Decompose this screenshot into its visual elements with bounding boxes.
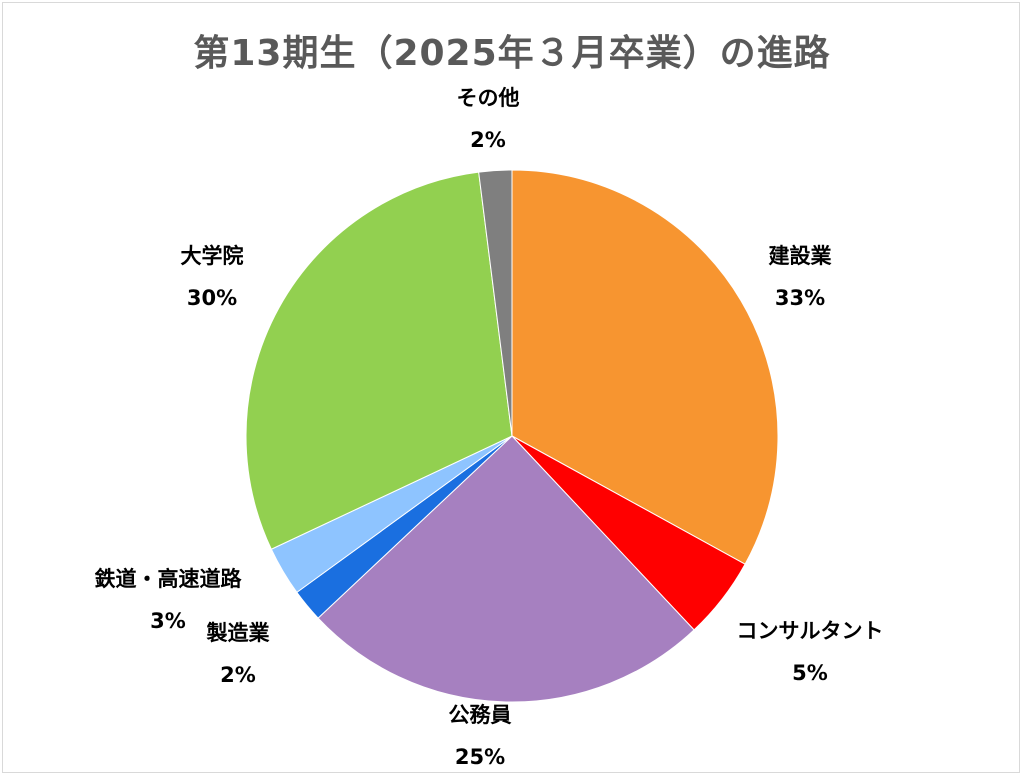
slice-percent-label: 30% [187, 286, 237, 310]
slice-percent-label: 2% [470, 128, 506, 152]
slice-percent-label: 33% [775, 286, 825, 310]
slice-percent-label: 3% [150, 609, 186, 633]
pie-slice [511, 169, 779, 565]
slice-name-label: 製造業 [206, 621, 271, 645]
slice-percent-label: 5% [792, 661, 828, 685]
slice-name-label: その他 [457, 86, 520, 110]
slice-percent-label: 25% [455, 745, 505, 769]
pie-slice [245, 171, 513, 550]
pie-slice [317, 435, 695, 703]
slice-name-label: 大学院 [181, 244, 244, 268]
slice-name-label: 公務員 [449, 703, 512, 727]
slice-name-label: コンサルタント [737, 619, 884, 643]
chart-title: 第13期生（2025年３月卒業）の進路 [193, 33, 831, 74]
pie-slice [478, 169, 513, 437]
slice-percent-label: 2% [220, 663, 256, 687]
slice-name-label: 鉄道・高速道路 [95, 567, 243, 591]
slice-name-label: 建設業 [769, 244, 833, 268]
